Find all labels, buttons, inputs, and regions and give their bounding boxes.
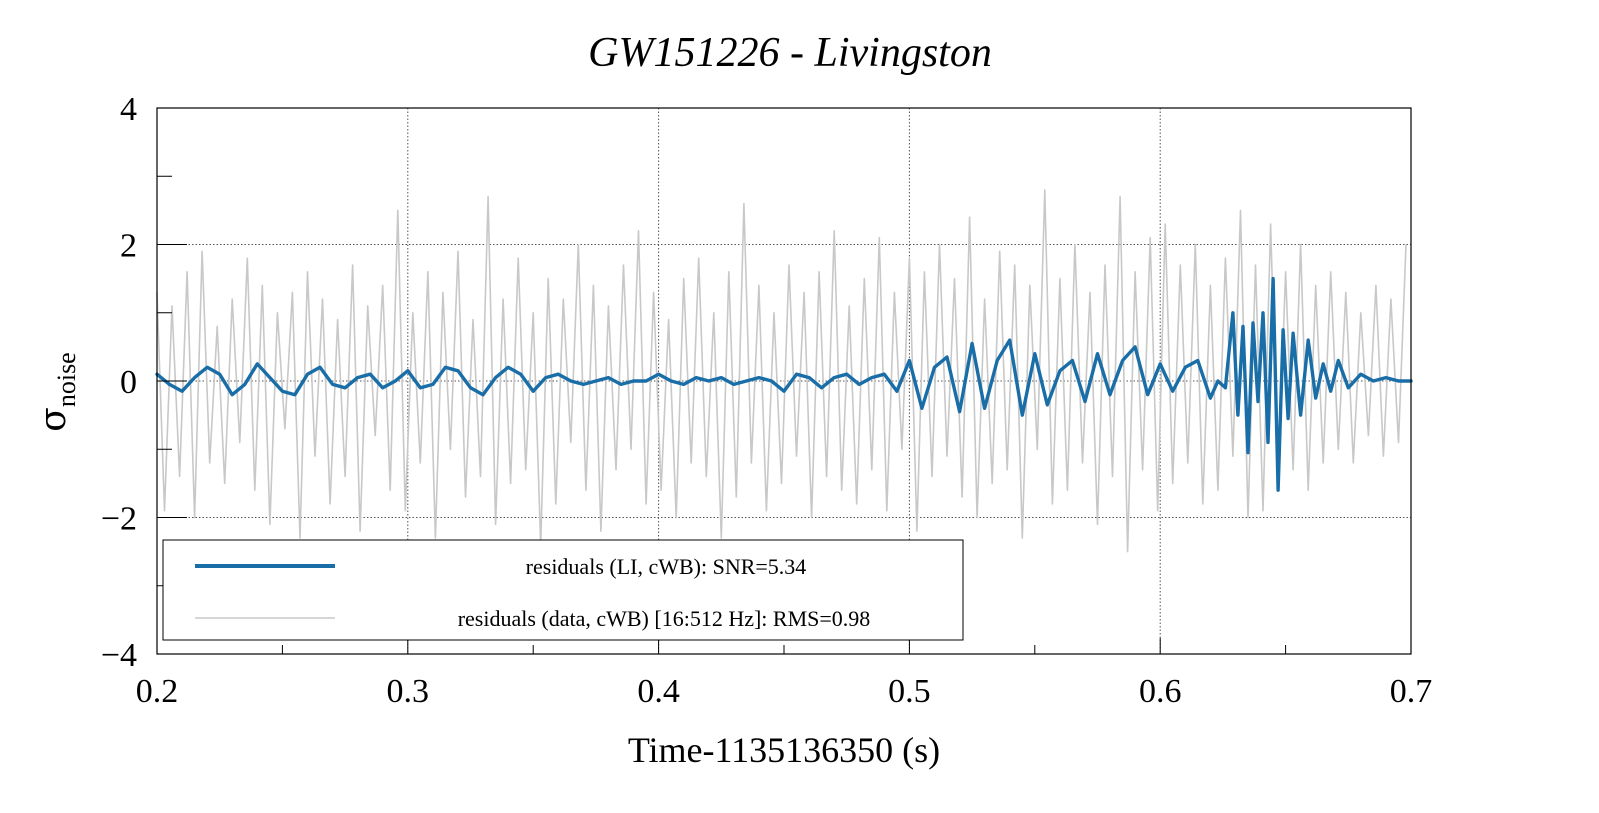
- y-tick-label: 2: [120, 228, 137, 265]
- axis-ticks: [156, 107, 1412, 655]
- x-tick-label: 0.5: [888, 673, 931, 710]
- x-axis-label: Time-1135136350 (s): [628, 730, 940, 770]
- legend-label-model: residuals (LI, cWB): SNR=5.34: [526, 554, 807, 579]
- legend-label-noise: residuals (data, cWB) [16:512 Hz]: RMS=0…: [458, 606, 871, 631]
- chart-title: GW151226 - Livingston: [588, 30, 992, 76]
- y-axis-label: σnoise: [33, 352, 81, 431]
- x-tick-label: 0.3: [387, 673, 430, 710]
- y-tick-label: 4: [120, 91, 137, 128]
- y-tick-labels: −4 −2 0 2 4: [101, 91, 137, 674]
- y-axis-label-subscript: noise: [52, 352, 81, 407]
- x-tick-label: 0.2: [136, 673, 179, 710]
- legend-box: [162, 539, 964, 641]
- x-tick-label: 0.4: [637, 673, 680, 710]
- model-series: [155, 276, 1413, 492]
- model-residuals-line: [155, 276, 1413, 492]
- y-tick-label: 0: [120, 364, 137, 401]
- x-tick-label: 0.6: [1139, 673, 1182, 710]
- noise-residuals-line: [156, 189, 1407, 553]
- y-tick-label: −2: [101, 501, 137, 538]
- noise-series: [156, 189, 1407, 553]
- y-tick-label: −4: [101, 637, 137, 674]
- y-axis-label-symbol: σ: [33, 407, 74, 432]
- x-tick-labels: 0.2 0.3 0.4 0.5 0.6 0.7: [136, 673, 1433, 710]
- legend: residuals (LI, cWB): SNR=5.34 residuals …: [162, 539, 964, 641]
- x-tick-label: 0.7: [1390, 673, 1433, 710]
